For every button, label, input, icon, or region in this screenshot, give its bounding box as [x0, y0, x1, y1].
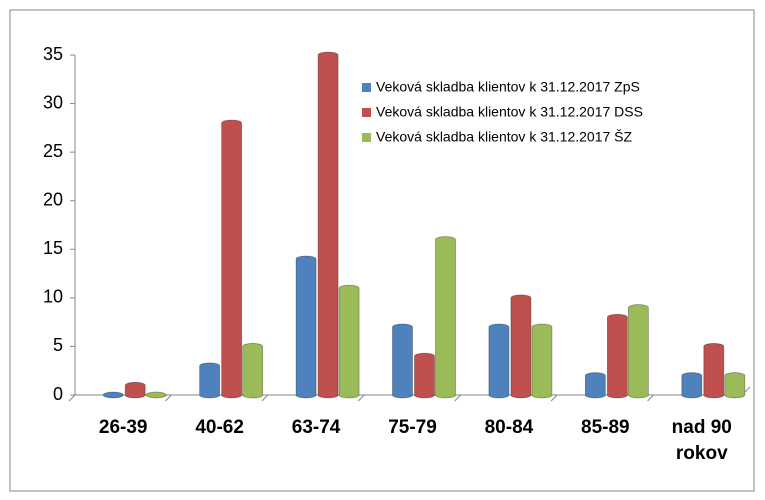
legend-swatch — [362, 83, 371, 92]
y-tick-label: 10 — [43, 287, 63, 307]
bar — [435, 236, 456, 399]
legend-label: Veková skladba klientov k 31.12.2017 ZpS — [376, 79, 640, 95]
x-tick — [261, 394, 269, 402]
bar — [724, 372, 746, 399]
bar — [102, 391, 124, 399]
bar — [145, 391, 167, 399]
x-tick — [165, 394, 172, 402]
bar — [510, 294, 532, 399]
x-tick-label: nad 90 rokov — [671, 417, 732, 464]
y-tick-label: 5 — [53, 335, 63, 355]
bar — [295, 255, 317, 399]
legend-swatch — [362, 133, 371, 142]
bar — [531, 323, 553, 399]
bar — [681, 372, 703, 399]
bar — [317, 51, 339, 399]
bar — [124, 381, 146, 399]
bar — [199, 362, 221, 399]
bar — [392, 323, 413, 399]
chart-border — [9, 9, 755, 492]
legend-label: Veková skladba klientov k 31.12.2017 DSS — [376, 104, 643, 120]
bar — [703, 343, 725, 399]
x-tick — [357, 394, 365, 402]
x-tick-label: 85-89 — [581, 417, 630, 438]
y-tick-label: 15 — [43, 238, 63, 258]
x-tick-label: 75-79 — [388, 417, 437, 438]
bar — [242, 343, 264, 399]
y-tick-label: 30 — [43, 92, 63, 112]
y-tick-label: 0 — [53, 384, 63, 404]
bar — [606, 313, 628, 399]
x-tick — [550, 394, 558, 402]
x-tick — [454, 394, 462, 402]
legend-swatch — [362, 108, 371, 117]
bar — [627, 304, 649, 399]
y-tick-label: 35 — [43, 44, 63, 64]
x-tick-label: 63-74 — [291, 417, 341, 438]
x-tick — [647, 394, 654, 402]
bar — [221, 119, 243, 399]
x-tick-label: 80-84 — [484, 417, 534, 438]
legend-label: Veková skladba klientov k 31.12.2017 ŠZ — [376, 129, 633, 145]
bar — [584, 372, 606, 399]
bar — [338, 284, 360, 399]
x-tick-label: 40-62 — [195, 417, 244, 438]
x-tick-label: 26-39 — [98, 417, 148, 438]
bar — [414, 352, 435, 399]
y-tick-label: 25 — [43, 141, 63, 161]
y-tick-label: 20 — [43, 189, 63, 209]
bar — [488, 323, 510, 399]
x-tick — [68, 394, 76, 402]
